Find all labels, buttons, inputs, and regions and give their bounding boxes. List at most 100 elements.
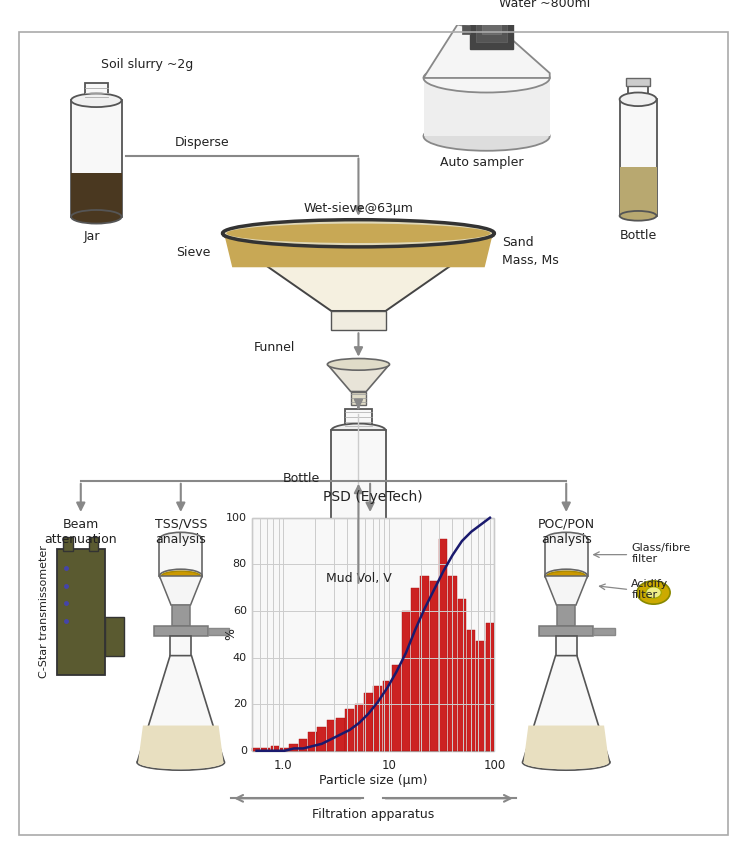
Text: 100: 100: [483, 759, 506, 771]
Ellipse shape: [619, 93, 657, 106]
Ellipse shape: [637, 581, 670, 604]
Bar: [593, 628, 615, 636]
Text: Mud Vol, V: Mud Vol, V: [326, 572, 391, 585]
Ellipse shape: [159, 532, 202, 546]
Bar: [84, 83, 108, 100]
Text: Sieve: Sieve: [176, 246, 211, 259]
Ellipse shape: [545, 532, 588, 546]
Text: 20: 20: [232, 699, 247, 709]
Bar: [317, 728, 326, 751]
Polygon shape: [159, 576, 202, 605]
Bar: [448, 576, 456, 751]
Bar: [557, 605, 575, 626]
Bar: [392, 664, 400, 751]
Ellipse shape: [331, 423, 385, 438]
Bar: [457, 599, 466, 751]
Text: 100: 100: [226, 513, 247, 523]
Ellipse shape: [71, 210, 122, 223]
Bar: [170, 636, 191, 656]
Bar: [424, 78, 550, 137]
Bar: [336, 718, 344, 751]
Text: Beam
attenuation: Beam attenuation: [45, 518, 117, 545]
Text: Jar: Jar: [83, 230, 99, 244]
Text: Bottle: Bottle: [619, 229, 657, 243]
Ellipse shape: [159, 569, 202, 583]
Bar: [208, 628, 229, 636]
Bar: [309, 732, 317, 751]
Ellipse shape: [161, 572, 200, 581]
Ellipse shape: [646, 587, 661, 599]
Text: %: %: [224, 628, 237, 641]
Text: 0: 0: [240, 746, 247, 756]
Bar: [172, 605, 190, 626]
Bar: [355, 704, 363, 751]
Text: Auto sampler: Auto sampler: [440, 156, 524, 169]
Ellipse shape: [523, 754, 610, 771]
Bar: [411, 588, 419, 751]
Text: Soil slurry ~2g: Soil slurry ~2g: [101, 58, 193, 71]
Ellipse shape: [223, 220, 495, 247]
Polygon shape: [524, 726, 609, 762]
Ellipse shape: [524, 755, 609, 769]
Ellipse shape: [547, 572, 586, 581]
Bar: [476, 15, 507, 42]
Bar: [430, 581, 438, 751]
Ellipse shape: [137, 754, 224, 771]
Text: TSS/VSS
analysis: TSS/VSS analysis: [155, 518, 207, 545]
Text: Particle size (μm): Particle size (μm): [319, 774, 427, 787]
Polygon shape: [424, 24, 550, 78]
Ellipse shape: [545, 569, 588, 583]
Bar: [159, 540, 202, 576]
Text: Bottle: Bottle: [282, 472, 320, 486]
Bar: [71, 173, 122, 217]
Bar: [628, 83, 648, 101]
Bar: [57, 549, 105, 675]
Polygon shape: [224, 235, 492, 267]
Text: Funnel: Funnel: [254, 341, 295, 354]
Bar: [71, 100, 122, 217]
Polygon shape: [327, 364, 389, 391]
Polygon shape: [223, 235, 495, 311]
Bar: [327, 721, 335, 751]
Text: C-Star transmissometer: C-Star transmissometer: [39, 545, 49, 679]
Text: 60: 60: [233, 606, 247, 616]
Bar: [619, 167, 657, 216]
Text: Glass/fibre
filter: Glass/fibre filter: [631, 543, 690, 565]
Bar: [382, 681, 391, 751]
Ellipse shape: [331, 550, 385, 562]
Polygon shape: [523, 656, 610, 762]
Bar: [345, 409, 372, 432]
Ellipse shape: [424, 121, 550, 151]
Bar: [331, 518, 385, 556]
Bar: [539, 626, 593, 636]
Bar: [346, 709, 354, 751]
Ellipse shape: [71, 94, 122, 107]
Text: Water ~800ml: Water ~800ml: [499, 0, 590, 10]
Bar: [401, 611, 410, 751]
Text: Mass, Ms: Mass, Ms: [502, 254, 559, 267]
Bar: [482, 19, 501, 35]
Bar: [627, 78, 650, 86]
Text: Sand: Sand: [502, 237, 534, 250]
Bar: [63, 537, 73, 550]
Text: Wet-sieve@63μm: Wet-sieve@63μm: [303, 201, 413, 215]
Bar: [476, 642, 485, 751]
Bar: [89, 537, 99, 550]
Text: 10: 10: [382, 759, 397, 771]
Bar: [556, 636, 577, 656]
Text: 40: 40: [232, 652, 247, 663]
Bar: [619, 99, 657, 216]
Polygon shape: [137, 656, 224, 762]
Bar: [467, 630, 475, 751]
Bar: [331, 431, 385, 556]
Text: Acidify
filter: Acidify filter: [631, 579, 669, 600]
Bar: [545, 540, 588, 576]
Ellipse shape: [226, 223, 491, 243]
Polygon shape: [138, 726, 223, 762]
Bar: [252, 518, 495, 751]
Text: Filtration apparatus: Filtration apparatus: [312, 808, 434, 821]
Bar: [350, 391, 366, 405]
Bar: [438, 539, 447, 751]
Ellipse shape: [138, 755, 223, 769]
Bar: [420, 576, 429, 751]
